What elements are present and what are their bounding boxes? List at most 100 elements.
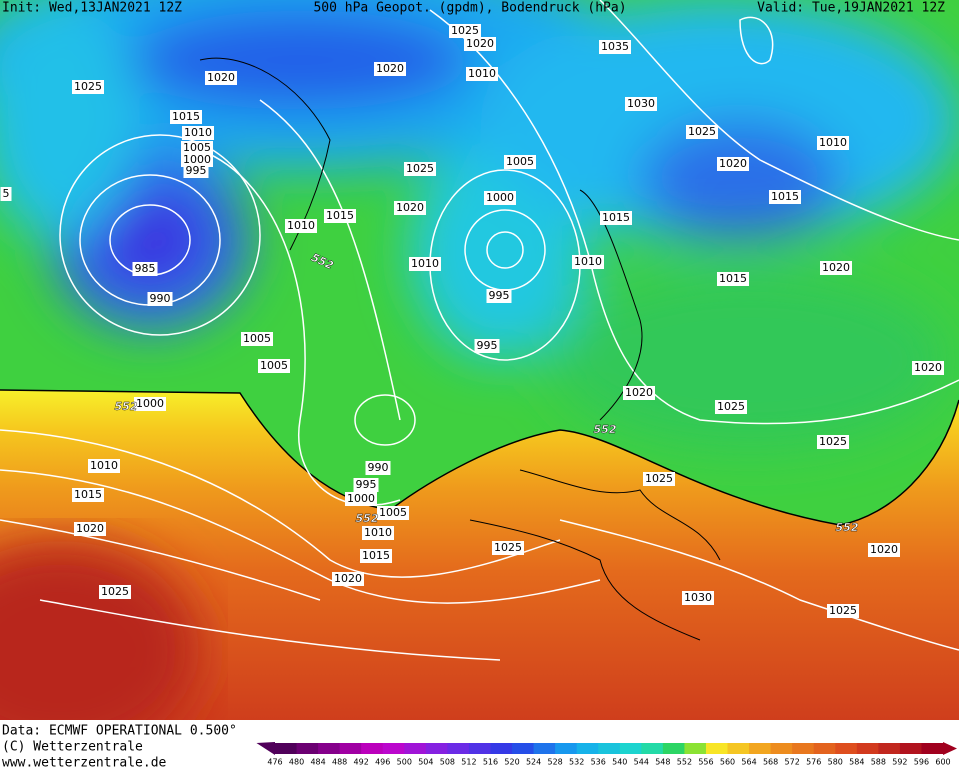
isobar-value: 990 [368, 461, 389, 474]
isobar-label: 1020 [394, 201, 426, 215]
init-time: Init: Wed,13JAN2021 12Z [2, 1, 182, 16]
colorbar-tick-label: 560 [720, 758, 735, 767]
colorbar-tick-label: 492 [354, 758, 369, 767]
label-box [769, 190, 801, 204]
colorbar-tick-label: 508 [440, 758, 455, 767]
colorbar-cell [447, 743, 470, 754]
isobar-value: 1020 [914, 361, 942, 374]
isobar-label: 1020 [74, 522, 106, 536]
isobar-value: 1025 [101, 585, 129, 598]
isobar-label: 1010 [182, 126, 214, 140]
isobar-value: 1030 [627, 97, 655, 110]
colorbar-cell [921, 743, 944, 754]
label-box [205, 71, 237, 85]
isobar-label: 1025 [72, 80, 104, 94]
label-box [504, 155, 536, 169]
isobar-value: 1025 [74, 80, 102, 93]
isobar-label: 995 [353, 478, 379, 492]
colorbar-tick-label: 584 [849, 758, 864, 767]
isobar-label: 995 [486, 289, 512, 303]
isobar-label: 1015 [324, 209, 356, 223]
label-box [360, 549, 392, 563]
isobar-label: 1020 [205, 71, 237, 85]
label-box [183, 164, 209, 178]
colorbar-tick-label: 548 [655, 758, 670, 767]
isobar-label: 1020 [912, 361, 944, 375]
isobar-label: 1005 [181, 141, 213, 155]
isobar-value: 1010 [184, 126, 212, 139]
isobar-value: 1020 [822, 261, 850, 274]
isobar-value: 1010 [287, 219, 315, 232]
isobar-label: 1015 [717, 272, 749, 286]
isobar-value: 985 [135, 262, 156, 275]
isobar-label: 1010 [409, 257, 441, 271]
colorbar-cell [899, 743, 922, 754]
isobar-label: 1015 [170, 110, 202, 124]
label-box [409, 257, 441, 271]
isobar-value: 1020 [396, 201, 424, 214]
colorbar-cell [361, 743, 384, 754]
isobar-value: 1000 [347, 492, 375, 505]
isobar-label: 1025 [817, 435, 849, 449]
isobar-value: 1025 [717, 400, 745, 413]
colorbar-cell [576, 743, 599, 754]
label-box [182, 126, 214, 140]
isobar-value: 1020 [625, 386, 653, 399]
isobar-value: 1025 [645, 472, 673, 485]
label-box [377, 506, 409, 520]
isobar-label: 1020 [868, 543, 900, 557]
isobar-value: 1010 [411, 257, 439, 270]
colorbar-tick-label: 512 [461, 758, 476, 767]
isobar-label: 1025 [715, 400, 747, 414]
geopotential-label: 552 [356, 512, 379, 525]
isobar-value: 1015 [719, 272, 747, 285]
isobar-label: 1015 [769, 190, 801, 204]
isobar-value: 1020 [207, 71, 235, 84]
label-box [345, 492, 377, 506]
isobar-value: 1025 [406, 162, 434, 175]
isobar-value: 1030 [684, 591, 712, 604]
colorbar-tick-label: 528 [547, 758, 562, 767]
geopotential-label: 552 [594, 423, 617, 436]
colorbar-cell [512, 743, 535, 754]
label-box [492, 541, 524, 555]
label-box [827, 604, 859, 618]
isobar-label: 1025 [492, 541, 524, 555]
label-box [686, 125, 718, 139]
isobar-label: 1000 [345, 492, 377, 506]
isobar-label: 990 [365, 461, 391, 475]
label-box [0, 187, 12, 201]
label-box [99, 585, 131, 599]
colorbar-cell [878, 743, 901, 754]
label-box [258, 359, 290, 373]
isobar-value: 995 [477, 339, 498, 352]
geopotential-label: 552 [115, 400, 138, 413]
isobar-label: 1020 [820, 261, 852, 275]
isobar-value: 1035 [601, 40, 629, 53]
isobar-value: 1000 [183, 153, 211, 166]
isobar-value: 1005 [243, 332, 271, 345]
colorbar-tick-label: 588 [871, 758, 886, 767]
isobar-label: 1020 [717, 157, 749, 171]
colorbar-tick-label: 596 [914, 758, 929, 767]
isobar-value: 1010 [90, 459, 118, 472]
colorbar-cell [382, 743, 405, 754]
label-box [170, 110, 202, 124]
label-box [464, 37, 496, 51]
isobar-label: 1025 [404, 162, 436, 176]
colorbar-cell [339, 743, 362, 754]
isobar-label: 1025 [686, 125, 718, 139]
isobar-value: 1005 [506, 155, 534, 168]
colorbar-cell [490, 743, 513, 754]
colorbar-cell [727, 743, 750, 754]
label-box [362, 526, 394, 540]
isobar-value: 995 [356, 478, 377, 491]
isobar-label: 1005 [504, 155, 536, 169]
isobar-value: 1005 [379, 506, 407, 519]
colorbar-cell [468, 743, 491, 754]
colorbar-cell [813, 743, 836, 754]
label-box [324, 209, 356, 223]
isobar-value: 1015 [172, 110, 200, 123]
isobar-label: 1005 [377, 506, 409, 520]
